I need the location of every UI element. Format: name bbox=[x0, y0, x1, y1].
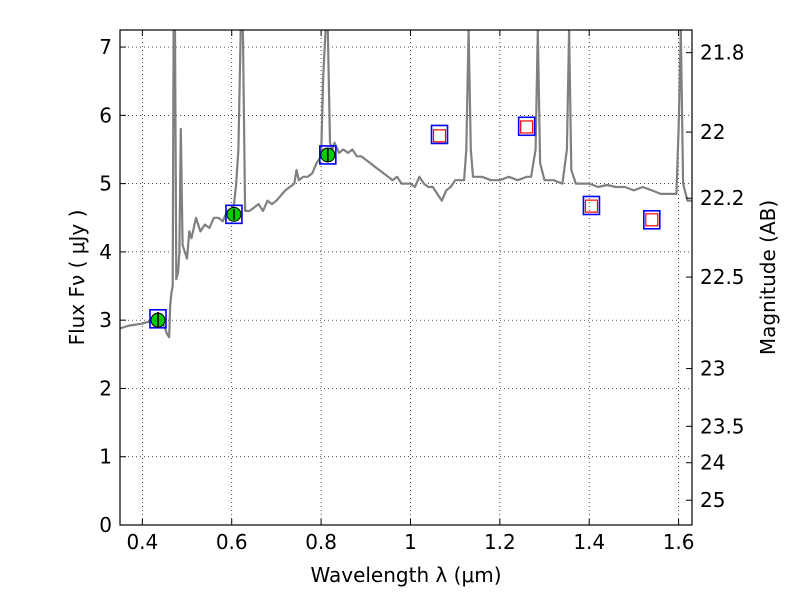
x-tick-label: 1.2 bbox=[484, 530, 516, 554]
y-tick-label: 7 bbox=[99, 35, 112, 59]
y-axis-ticks: 0 1 2 3 4 5 6 7 bbox=[99, 35, 126, 537]
right-axis-label: Magnitude (AB) bbox=[756, 200, 780, 355]
x-axis-ticks: 0.4 0.6 0.8 1 1.2 1.4 1.6 bbox=[126, 30, 695, 554]
x-tick-label: 0.4 bbox=[126, 530, 158, 554]
model-flux-marker bbox=[517, 116, 536, 137]
model-flux-marker bbox=[225, 204, 243, 225]
x-tick-label: 1 bbox=[404, 530, 417, 554]
x-tick-label: 1.6 bbox=[663, 530, 695, 554]
right-tick-label: 23.5 bbox=[700, 414, 745, 438]
y-tick-label: 5 bbox=[99, 172, 112, 196]
upper-limit-marker bbox=[584, 199, 599, 213]
plot-area bbox=[120, 30, 692, 339]
y-axis-label: Flux Fν ( μJy ) bbox=[65, 210, 89, 346]
y-tick-label: 1 bbox=[99, 445, 112, 469]
x-tick-label: 0.6 bbox=[216, 530, 248, 554]
right-tick-label: 24 bbox=[700, 451, 725, 475]
y-tick-label: 0 bbox=[99, 513, 112, 537]
model-flux-marker bbox=[582, 195, 601, 216]
x-axis-label: Wavelength λ (μm) bbox=[310, 563, 501, 587]
model-flux-marker bbox=[642, 210, 661, 230]
model-flux-marker bbox=[318, 145, 337, 165]
upper-limit-marker bbox=[432, 129, 447, 143]
x-tick-label: 0.8 bbox=[305, 530, 337, 554]
y-tick-label: 4 bbox=[99, 240, 112, 264]
right-tick-label: 21.8 bbox=[700, 41, 745, 65]
right-tick-label: 22 bbox=[700, 120, 725, 144]
y-tick-label: 2 bbox=[99, 376, 112, 400]
x-tick-label: 1.4 bbox=[573, 530, 605, 554]
model-flux-marker bbox=[430, 124, 449, 145]
upper-limit-marker bbox=[645, 213, 659, 227]
right-tick-label: 23 bbox=[700, 357, 725, 381]
right-tick-label: 22.5 bbox=[700, 265, 745, 289]
right-tick-label: 25 bbox=[700, 488, 725, 512]
y-tick-label: 6 bbox=[99, 103, 112, 127]
grid-lines bbox=[120, 30, 692, 526]
upper-limit-marker bbox=[520, 120, 534, 134]
right-tick-label: 22.2 bbox=[700, 186, 745, 210]
spectrum-line bbox=[120, 30, 692, 339]
plot-frame bbox=[119, 29, 693, 526]
right-axis-ticks: 21.8 22 22.2 22.5 23 23.5 24 25 bbox=[686, 41, 745, 512]
y-tick-label: 3 bbox=[99, 308, 112, 332]
